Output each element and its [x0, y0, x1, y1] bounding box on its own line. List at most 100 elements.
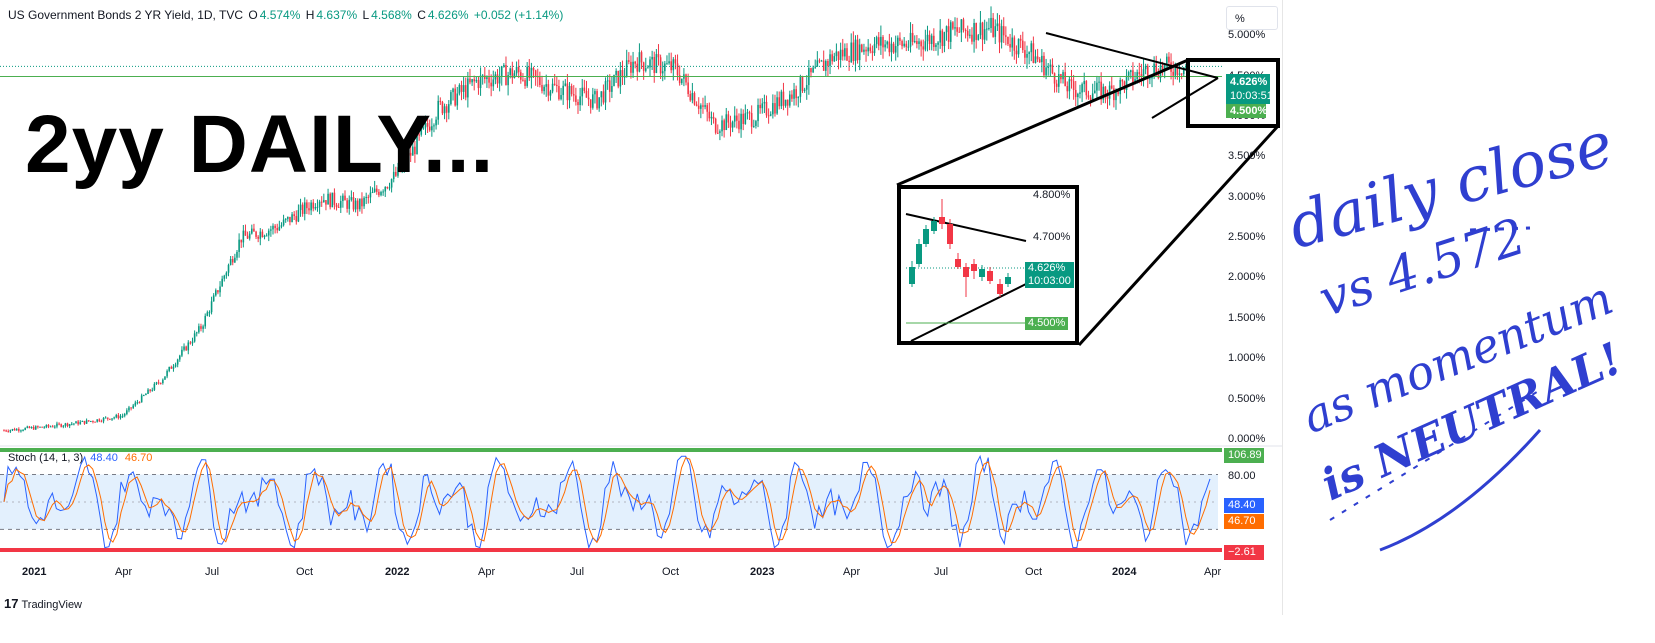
candle-body [996, 23, 999, 27]
candle-body [882, 36, 884, 48]
candle-body [390, 179, 393, 188]
candle-body [445, 106, 448, 113]
candle-body [926, 34, 929, 42]
candle-body [803, 89, 806, 91]
candle-body [43, 427, 46, 429]
candle-body [481, 75, 484, 77]
candle-body [437, 100, 440, 120]
candle-body [316, 206, 319, 208]
last-price-value: 4.626% [1230, 76, 1268, 88]
candle-body [954, 27, 956, 29]
candle-body [350, 197, 353, 200]
candle-body [572, 94, 575, 96]
x-tick-label: Jul [934, 566, 949, 578]
candle-body [839, 49, 842, 60]
candle-body [5, 430, 7, 432]
candle-body [1019, 38, 1022, 41]
candle-body [462, 85, 465, 92]
candle-body [333, 192, 336, 205]
candle-body [520, 72, 522, 80]
candle-body [225, 272, 228, 276]
candle-body [742, 113, 745, 124]
candle-body [558, 86, 560, 100]
candle-body [528, 66, 531, 79]
inset-level-tag: 4.500% [1025, 317, 1069, 330]
candle-body [221, 278, 223, 287]
candle-body [405, 159, 408, 164]
triangle-lower-line [1151, 77, 1219, 119]
candle-body [810, 67, 812, 73]
low-value: 4.568% [371, 8, 412, 22]
candle-body [835, 51, 838, 57]
candle-body [303, 202, 306, 214]
x-tick-label: Apr [843, 566, 861, 578]
candle-body [767, 115, 770, 117]
candle-body [913, 41, 916, 43]
chart-pane[interactable]: US Government Bonds 2 YR Yield, 1D, TVC … [0, 0, 1283, 615]
candle-body [534, 70, 537, 77]
candle-body [308, 208, 310, 211]
candle-body [837, 51, 840, 60]
candle-body [1094, 90, 1096, 94]
candle-body [666, 63, 668, 65]
inset-price-value: 4.626% [1028, 262, 1066, 274]
candle-body [928, 34, 931, 45]
inset-triangle-upper [905, 213, 1027, 242]
low-label: L [362, 8, 370, 22]
candle-body [274, 225, 276, 229]
percent-scale-button[interactable]: % [1226, 6, 1278, 30]
candle-body [206, 312, 209, 316]
price-chart-svg[interactable] [0, 0, 1282, 615]
candle-body [869, 47, 872, 52]
candle-body [551, 83, 554, 92]
candle-body [1045, 67, 1047, 76]
candle-body [981, 22, 984, 40]
candle-body [1024, 50, 1026, 58]
candle-body [691, 92, 694, 101]
candle-body [1021, 40, 1024, 51]
candle-body [509, 68, 512, 75]
candle-body [846, 48, 848, 61]
candle-body [867, 47, 869, 52]
candle-body [1081, 84, 1083, 93]
candle-body [342, 195, 344, 202]
x-tick-label: 2024 [1112, 566, 1137, 578]
candle-body [204, 315, 207, 327]
candle-body [157, 382, 160, 384]
candle-body [628, 60, 630, 62]
candle-body [1096, 82, 1098, 91]
candle-body [759, 104, 761, 109]
candle-body [700, 105, 702, 109]
candle-body [1104, 86, 1107, 97]
candle-body [716, 132, 719, 134]
candle-body [253, 228, 255, 232]
tradingview-logo[interactable]: 17 TradingView [4, 596, 82, 611]
candle-body [638, 52, 641, 72]
candle-body [695, 104, 698, 106]
candle-body [539, 77, 541, 86]
stoch-k-tag: 48.40 [1224, 498, 1264, 513]
candle-body [259, 231, 262, 239]
candle-body [659, 57, 662, 74]
candle-body [1072, 81, 1075, 90]
stoch-legend: Stoch (14, 1, 3) 48.40 46.70 [8, 452, 152, 464]
candle-body [257, 236, 259, 239]
candle-body [983, 29, 986, 40]
candle-body [469, 78, 471, 83]
candle-body [1166, 56, 1168, 64]
candle-body [475, 80, 478, 82]
candle-body [397, 167, 399, 176]
candle-body [1057, 74, 1060, 87]
candle-body [92, 420, 94, 422]
candle-body [945, 26, 948, 33]
candle-body [939, 30, 941, 43]
zoom-connector-bottom [1077, 124, 1280, 347]
candle-body [1038, 59, 1041, 63]
candle-body [1087, 95, 1090, 98]
candle-body [183, 346, 185, 350]
candle-body [850, 42, 853, 62]
candle-body [1106, 96, 1109, 99]
inset-candle-body [939, 217, 945, 224]
candle-body [1117, 91, 1119, 95]
candle-body [140, 395, 143, 403]
